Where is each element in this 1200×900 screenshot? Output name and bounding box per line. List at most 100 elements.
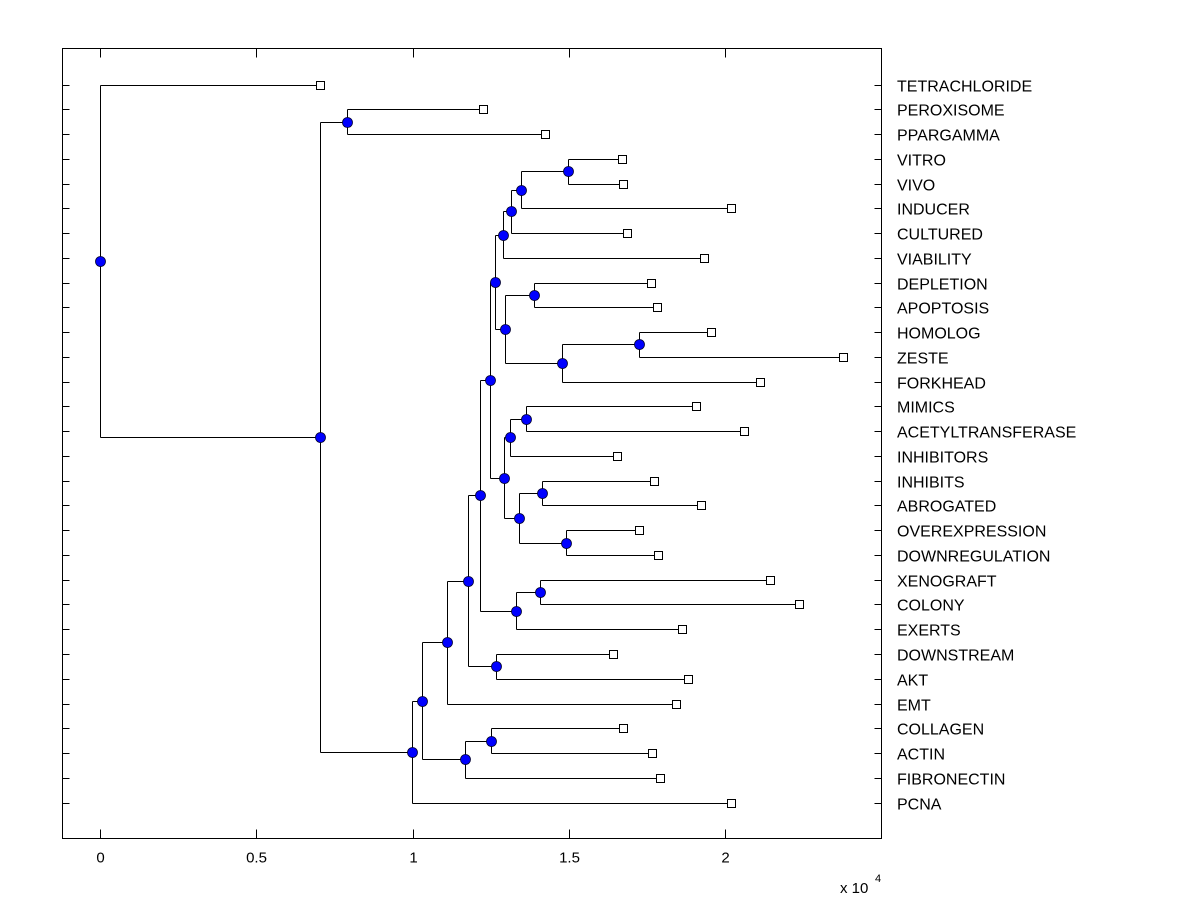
internal-node-marker (506, 206, 517, 217)
leaf-label: EXERTS (897, 623, 961, 640)
internal-node-marker (407, 747, 418, 758)
plot-frame (62, 48, 882, 839)
leaf-label: COLLAGEN (897, 722, 984, 739)
internal-node-marker (490, 277, 501, 288)
x-multiplier-label: x 10 (840, 880, 868, 897)
leaf-label: VITRO (897, 153, 946, 170)
internal-node-marker (529, 290, 540, 301)
leaf-label: INHIBITORS (897, 450, 988, 467)
internal-node-marker (491, 661, 502, 672)
leaf-label: PCNA (897, 797, 942, 814)
leaf-node-marker (653, 303, 662, 312)
x-multiplier-exponent: 4 (875, 873, 881, 885)
leaf-label: AKT (897, 673, 928, 690)
internal-node-marker (511, 606, 522, 617)
leaf-label: ZESTE (897, 351, 949, 368)
leaf-label: FORKHEAD (897, 376, 986, 393)
leaf-node-marker (727, 204, 736, 213)
leaf-node-marker (700, 254, 709, 263)
leaf-node-marker (795, 600, 804, 609)
leaf-label: MIMICS (897, 400, 955, 417)
leaf-label: DOWNREGULATION (897, 549, 1050, 566)
leaf-node-marker (740, 427, 749, 436)
leaf-label: FIBRONECTIN (897, 772, 1005, 789)
leaf-node-marker (654, 551, 663, 560)
internal-node-marker (486, 736, 497, 747)
leaf-node-marker (678, 625, 687, 634)
internal-node-marker (442, 637, 453, 648)
leaf-node-marker (756, 378, 765, 387)
leaf-node-marker (650, 477, 659, 486)
leaf-label: OVEREXPRESSION (897, 524, 1046, 541)
internal-node-marker (342, 117, 353, 128)
leaf-node-marker (707, 328, 716, 337)
leaf-node-marker (609, 650, 618, 659)
leaf-label: TETRACHLORIDE (897, 79, 1032, 96)
leaf-node-marker (479, 105, 488, 114)
leaf-node-marker (766, 576, 775, 585)
leaf-node-marker (613, 452, 622, 461)
internal-node-marker (463, 576, 474, 587)
tree-branches (100, 85, 844, 804)
x-tick-label: 1.5 (559, 850, 580, 867)
internal-node-marker (521, 414, 532, 425)
leaf-node-marker (697, 501, 706, 510)
leaf-node-marker (541, 130, 550, 139)
leaf-node-marker (316, 81, 325, 90)
leaf-label: ABROGATED (897, 499, 996, 516)
leaf-label: DOWNSTREAM (897, 648, 1014, 665)
x-tick-label: 0 (96, 850, 104, 867)
internal-node-marker (475, 490, 486, 501)
internal-node-marker (499, 473, 510, 484)
x-tick-label: 1 (409, 850, 417, 867)
leaf-node-marker (656, 774, 665, 783)
leaf-label: DEPLETION (897, 277, 988, 294)
leaf-label: PEROXISOME (897, 103, 1005, 120)
internal-node-marker (417, 696, 428, 707)
internal-node-marker (563, 166, 574, 177)
leaf-label: VIABILITY (897, 252, 972, 269)
leaf-node-marker (623, 229, 632, 238)
internal-node-marker (460, 754, 471, 765)
internal-node-marker (535, 587, 546, 598)
x-tick-label: 2 (721, 850, 729, 867)
leaf-labels: TETRACHLORIDE PEROXISOME PPARGAMMA VITRO VIV… (897, 79, 1076, 814)
tree-nodes (95, 81, 848, 808)
leaf-label: INDUCER (897, 202, 970, 219)
leaf-node-marker (839, 353, 848, 362)
axis-ticks: 0 0.5 1 1.5 2 (62, 48, 882, 867)
internal-node-marker (516, 185, 527, 196)
internal-node-marker (315, 432, 326, 443)
leaf-label: ACETYLTRANSFERASE (897, 425, 1076, 442)
leaf-label: HOMOLOG (897, 326, 981, 343)
leaf-label: EMT (897, 698, 931, 715)
leaf-node-marker (635, 526, 644, 535)
internal-node-marker (500, 324, 511, 335)
internal-node-marker (557, 358, 568, 369)
leaf-node-marker (618, 155, 627, 164)
internal-node-marker (505, 432, 516, 443)
leaf-label: XENOGRAFT (897, 574, 997, 591)
leaf-node-marker (648, 749, 657, 758)
internal-node-marker (634, 339, 645, 350)
leaf-node-marker (692, 402, 701, 411)
x-tick-label: 0.5 (246, 850, 267, 867)
internal-node-marker (537, 488, 548, 499)
leaf-label: APOPTOSIS (897, 301, 989, 318)
leaf-node-marker (684, 675, 693, 684)
leaf-node-marker (619, 724, 628, 733)
leaf-node-marker (619, 180, 628, 189)
leaf-label: VIVO (897, 178, 935, 195)
internal-node-marker (498, 230, 509, 241)
internal-node-marker (95, 256, 106, 267)
leaf-node-marker (672, 700, 681, 709)
leaf-label: INHIBITS (897, 475, 965, 492)
internal-node-marker (485, 375, 496, 386)
internal-node-marker (561, 538, 572, 549)
leaf-label: CULTURED (897, 227, 983, 244)
leaf-node-marker (647, 279, 656, 288)
leaf-label: PPARGAMMA (897, 128, 1000, 145)
leaf-label: COLONY (897, 598, 965, 615)
leaf-node-marker (727, 799, 736, 808)
